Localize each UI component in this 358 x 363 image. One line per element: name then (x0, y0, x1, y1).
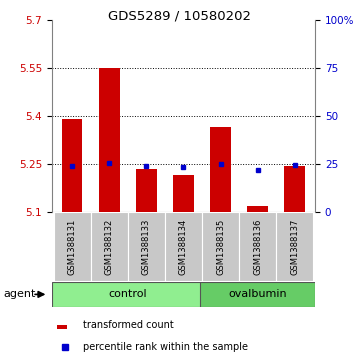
Bar (99, 68, 120, 212)
Bar (128, 212, 165, 281)
Text: GSM1388136: GSM1388136 (253, 219, 262, 275)
Text: GDS5289 / 10580202: GDS5289 / 10580202 (107, 9, 251, 22)
Bar (136, 169, 156, 212)
Text: ovalbumin: ovalbumin (228, 289, 287, 299)
Bar (211, 127, 231, 212)
Text: control: control (108, 289, 147, 299)
Bar (54, 212, 91, 281)
Bar (247, 206, 268, 212)
Text: GSM1388132: GSM1388132 (105, 219, 114, 275)
Text: percentile rank within the sample: percentile rank within the sample (83, 342, 248, 352)
Bar (239, 212, 276, 281)
Text: GSM1388135: GSM1388135 (216, 219, 225, 275)
Text: GSM1388131: GSM1388131 (68, 219, 77, 275)
Bar (91, 212, 128, 281)
Bar (200, 282, 315, 307)
Bar (173, 175, 194, 212)
Bar (276, 212, 313, 281)
Text: GSM1388137: GSM1388137 (290, 219, 299, 275)
Text: agent: agent (4, 289, 36, 299)
Bar (62, 119, 82, 212)
Bar (165, 212, 202, 281)
Bar (285, 166, 305, 212)
Text: GSM1388133: GSM1388133 (142, 219, 151, 275)
Bar (52, 282, 204, 307)
Text: transformed count: transformed count (83, 320, 174, 330)
Bar (57, 325, 67, 329)
Text: GSM1388134: GSM1388134 (179, 219, 188, 275)
Bar (202, 212, 239, 281)
